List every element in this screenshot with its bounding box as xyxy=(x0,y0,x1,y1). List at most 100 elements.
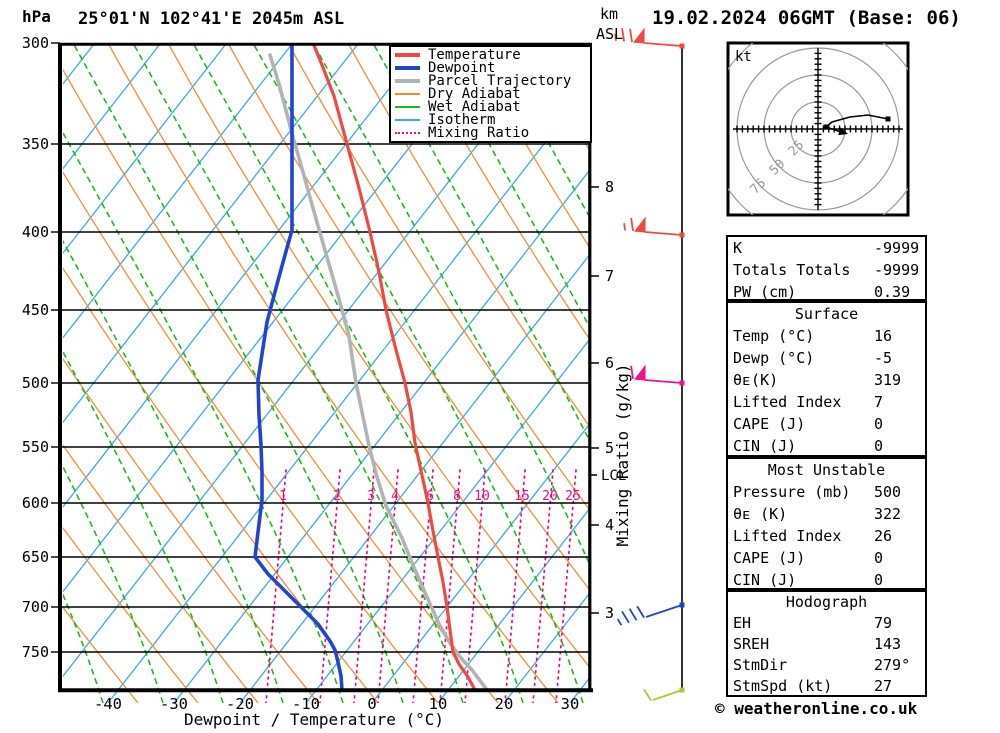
hodograph-axes xyxy=(733,48,903,210)
legend-swatch-icon xyxy=(395,78,420,83)
km-tick-label: 3 xyxy=(605,604,614,622)
stat-row: StmSpd (kt) 27 xyxy=(728,676,925,695)
stat-label: Temp (°C) xyxy=(733,327,815,345)
stat-label: θᴇ (K) xyxy=(733,505,788,523)
mixing-ratio-value: 10 xyxy=(474,489,490,504)
wind-barb xyxy=(630,364,685,386)
copyright-text: © weatheronline.co.uk xyxy=(715,699,918,718)
temp-tick-label: -20 xyxy=(226,695,254,713)
stat-value: 0 xyxy=(874,415,884,433)
panel-surface: Surface Temp (°C) 16 Dewp (°C) -5 θᴇ(K) 319 Lif… xyxy=(726,301,927,457)
mixing-ratio-value: 8 xyxy=(453,489,461,504)
panel-indices: K -9999 Totals Totals -9999 PW (cm) 0.39 xyxy=(726,235,927,301)
wind-barb-dot xyxy=(679,602,685,608)
hodograph-rings xyxy=(728,43,908,215)
stat-value: 322 xyxy=(874,505,902,523)
temp-tick-labels: -40 -30 -20 -10 0 10 20 30 xyxy=(94,695,579,713)
stat-label: CIN (J) xyxy=(733,571,797,589)
wind-barb xyxy=(623,216,685,238)
stat-row: Temp (°C) 16 xyxy=(728,325,925,347)
km-unit-label: km xyxy=(600,5,619,23)
mixing-ratio-value: 6 xyxy=(426,489,434,504)
background-lines-group xyxy=(63,43,591,703)
legend-swatch-icon xyxy=(395,52,420,57)
stat-value: 7 xyxy=(874,393,884,411)
temp-tick-label: 20 xyxy=(495,695,514,713)
panel-header: Hodograph xyxy=(785,593,868,611)
hodograph-kt-label: kt xyxy=(735,49,752,65)
stat-label: Lifted Index xyxy=(733,393,842,411)
pressure-tick-label: 650 xyxy=(22,548,49,566)
stat-label: StmDir xyxy=(733,656,788,674)
stat-row: Pressure (mb) 500 xyxy=(728,481,925,503)
pressure-tick-label: 700 xyxy=(22,598,49,616)
stat-value: -9999 xyxy=(874,261,920,279)
legend-label: Mixing Ratio xyxy=(428,125,530,142)
mixing-ratio-value: 15 xyxy=(514,489,530,504)
stat-label: CIN (J) xyxy=(733,437,797,455)
pressure-tick-label: 600 xyxy=(22,494,49,512)
stat-row: CAPE (J) 0 xyxy=(728,413,925,435)
storm-vector-arrowhead xyxy=(838,127,848,136)
wind-barbs xyxy=(614,27,685,702)
stat-value: 79 xyxy=(874,614,893,632)
stat-value: 0 xyxy=(874,549,884,567)
pressure-tick-label: 500 xyxy=(22,374,49,392)
km-tick-label: 4 xyxy=(605,516,614,534)
legend-item: Isotherm xyxy=(391,113,590,127)
stat-value: 143 xyxy=(874,635,902,653)
stat-row: Lifted Index 7 xyxy=(728,391,925,413)
stat-row: Lifted Index 26 xyxy=(728,525,925,547)
legend-item: Parcel Trajectory xyxy=(391,72,590,89)
legend-swatch-icon xyxy=(395,132,420,135)
stat-row: θᴇ(K) 319 xyxy=(728,369,925,391)
pressure-tick-label: 750 xyxy=(22,643,49,661)
stat-row: θᴇ (K) 322 xyxy=(728,503,925,525)
stat-label: CAPE (J) xyxy=(733,415,806,433)
pressure-tick-label: 450 xyxy=(22,301,49,319)
km-axis: 8 7 6 5 4 3 LCL xyxy=(591,178,626,622)
wind-barb xyxy=(616,602,685,626)
temp-tick-label: -40 xyxy=(94,695,122,713)
legend-box: Temperature Dewpoint Parcel Trajectory Dry … xyxy=(389,45,592,143)
km-tick-label: 7 xyxy=(605,267,614,285)
stat-label: SREH xyxy=(733,635,770,653)
x-axis-label: Dewpoint / Temperature (°C) xyxy=(183,710,445,729)
stat-row: SREH 143 xyxy=(728,634,925,655)
legend-item: Dewpoint xyxy=(391,61,590,75)
km-tick-label: 8 xyxy=(605,178,614,196)
stat-label: θᴇ(K) xyxy=(733,371,779,389)
legend-swatch-icon xyxy=(395,65,420,70)
panel-header: Most Unstable xyxy=(767,461,886,479)
stat-label: Pressure (mb) xyxy=(733,483,851,501)
stat-value: 500 xyxy=(874,483,902,501)
mixing-ratio-value: 3 xyxy=(367,489,375,504)
stat-value: -5 xyxy=(874,349,893,367)
stat-row: Totals Totals -9999 xyxy=(728,259,925,281)
stat-row: CIN (J) 0 xyxy=(728,569,925,589)
panel-header: Surface xyxy=(794,305,859,323)
legend-label: Parcel Trajectory xyxy=(428,72,572,89)
legend-item: Mixing Ratio xyxy=(391,125,590,142)
stat-label: Lifted Index xyxy=(733,527,842,545)
wind-barb-dot xyxy=(679,43,685,49)
pressure-tick-labels: 300 350 400 450 500 550 600 650 700 750 xyxy=(22,34,49,661)
panel-hodograph: Hodograph EH 79 SREH 143 StmDir 279° StmSpd (kt… xyxy=(726,590,927,697)
stat-value: 0 xyxy=(874,571,884,589)
pressure-tick-label: 350 xyxy=(22,135,49,153)
pressure-unit-label: hPa xyxy=(22,7,51,26)
mixing-ratio-value: 20 xyxy=(542,489,558,504)
mixing-ratio-value: 2 xyxy=(333,489,341,504)
temp-tick-label: -10 xyxy=(292,695,320,713)
sounding-curves xyxy=(253,43,489,690)
temperature-curve xyxy=(311,43,477,690)
lcl-label: LCL xyxy=(601,468,626,484)
temp-tick-label: 0 xyxy=(367,695,376,713)
km-tick-label: 5 xyxy=(605,439,614,457)
km-tick-label: 6 xyxy=(605,354,614,372)
plot-border xyxy=(58,42,593,693)
stat-row: CIN (J) 0 xyxy=(728,435,925,455)
legend-label: Dry Adiabat xyxy=(428,85,521,102)
stat-row: Dewp (°C) -5 xyxy=(728,347,925,369)
